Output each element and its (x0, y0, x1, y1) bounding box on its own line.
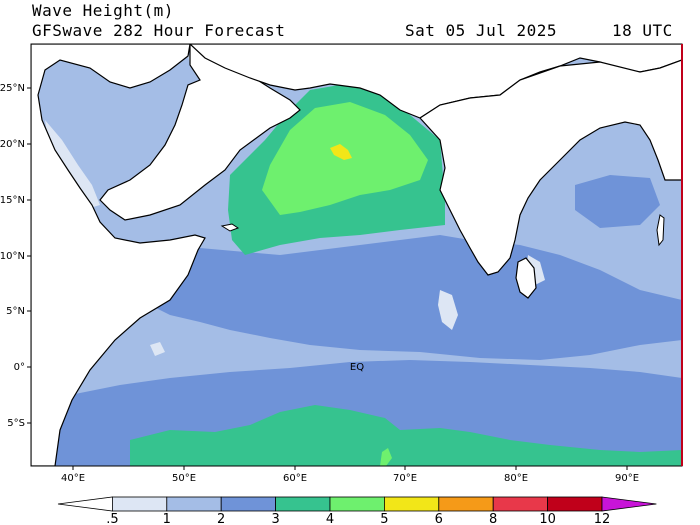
sea-2-3m-bay (575, 175, 660, 228)
lat-label-10n: 10°N (0, 251, 25, 262)
forecast-subtitle: GFSwave 282 Hour Forecast (32, 21, 286, 40)
land-sri-lanka (515, 257, 537, 299)
map-field (31, 44, 682, 466)
colorbar-label: 3 (271, 512, 279, 525)
lon-label-40e: 40°E (61, 473, 85, 484)
colorbar-swatch (383, 496, 440, 512)
colorbar-swatch (220, 496, 276, 512)
lon-label-90e: 90°E (615, 473, 639, 484)
lat-label-20n: 20°N (0, 139, 25, 150)
colorbar-arrow-low (57, 496, 113, 512)
lat-label-0: 0° (14, 362, 25, 373)
colorbar-swatch (166, 496, 222, 512)
colorbar-label: 5 (380, 512, 388, 525)
forecast-date: Sat 05 Jul 2025 (405, 21, 557, 40)
sea-05-1m-sw (150, 342, 165, 356)
equator-label: EQ (350, 362, 364, 373)
colorbar-label: 12 (594, 512, 611, 525)
sea-5-6m-core (330, 144, 352, 160)
land-arabia-africa (31, 44, 301, 466)
colorbar-label: 1 (163, 512, 171, 525)
lat-label-5s: 5°S (7, 418, 25, 429)
lon-label-80e: 80°E (504, 473, 528, 484)
sea-2-3m-central (120, 235, 682, 360)
land-india (419, 59, 682, 276)
lon-axis: 40°E 50°E 60°E 70°E 80°E 90°E (61, 466, 639, 484)
colorbar-swatch (112, 496, 168, 512)
colorbar: .5 1 2 3 4 5 6 8 10 12 (57, 496, 657, 525)
sea-05-1m-maldives (438, 290, 458, 330)
lon-label-60e: 60°E (283, 473, 307, 484)
colorbar-label: 8 (489, 512, 497, 525)
lat-label-15n: 15°N (0, 195, 25, 206)
colorbar-swatch (547, 496, 603, 512)
colorbar-arrow-high (601, 496, 657, 512)
colorbar-label: 2 (217, 512, 225, 525)
chart-title: Wave Height(m) (32, 1, 174, 20)
colorbar-swatch (329, 496, 385, 512)
sea-3-4m-south (130, 405, 682, 466)
colorbar-swatch (492, 496, 549, 512)
land-socotra (220, 223, 240, 232)
forecast-time: 18 UTC (612, 21, 673, 40)
lon-label-50e: 50°E (172, 473, 196, 484)
lat-label-5n: 5°N (6, 306, 25, 317)
colorbar-label: 10 (539, 512, 556, 525)
land-andaman (656, 214, 665, 247)
sea-05-1m-redsea (45, 120, 100, 208)
lon-label-70e: 70°E (393, 473, 417, 484)
lat-label-25n: 25°N (0, 83, 25, 94)
sea-4-5m-south (380, 448, 392, 466)
colorbar-label: .5 (106, 512, 118, 525)
colorbar-swatch (275, 496, 331, 512)
colorbar-label: 4 (326, 512, 334, 525)
colorbar-label: 6 (435, 512, 443, 525)
colorbar-swatch (438, 496, 494, 512)
lat-axis: 25°N 20°N 15°N 10°N 5°N 0° 5°S (0, 83, 31, 429)
